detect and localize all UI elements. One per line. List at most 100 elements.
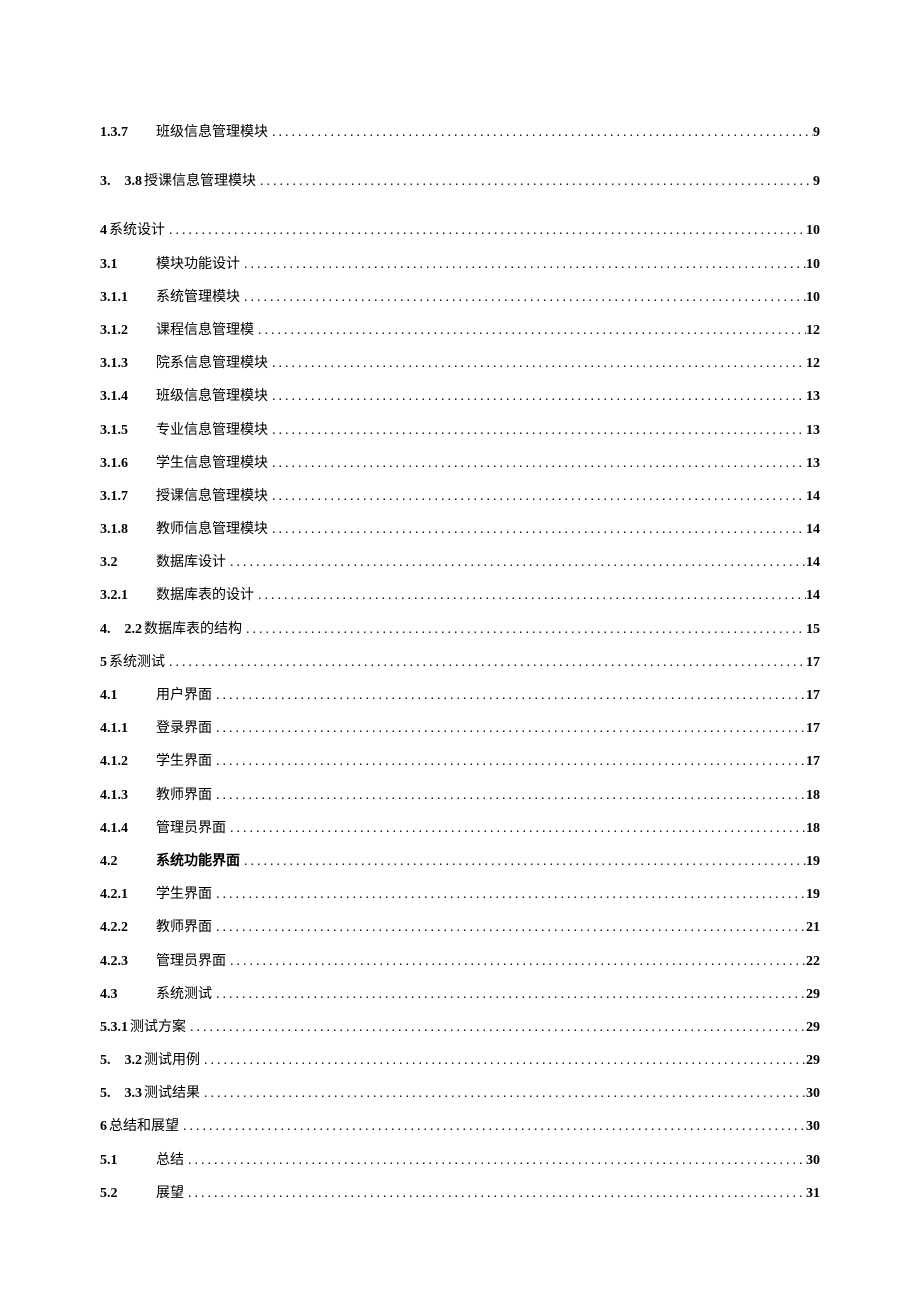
toc-entry-page: 22 <box>806 949 820 974</box>
toc-entry-number: 4.1.3 <box>100 783 148 808</box>
toc-entry[interactable]: 4.2.2教师界面 21 <box>100 915 820 940</box>
toc-entry[interactable]: 4.2.1学生界面19 <box>100 882 820 907</box>
toc-entry-title: 系统测试 <box>107 650 165 675</box>
toc-dots-leader <box>240 285 806 310</box>
toc-dots-leader <box>226 816 806 841</box>
toc-dots-leader <box>212 882 806 907</box>
toc-dots-leader <box>212 749 806 774</box>
toc-entry-page: 13 <box>806 418 820 443</box>
toc-entry-title: 学生界面 <box>148 882 212 907</box>
toc-entry[interactable]: 4系统设计10 <box>100 218 820 243</box>
toc-dots-leader <box>200 1081 806 1106</box>
toc-entry-title: 系统功能界面 <box>148 849 240 874</box>
toc-entry[interactable]: 3.1.4班级信息管理模块13 <box>100 384 820 409</box>
toc-entry[interactable]: 3.1.7授课信息管理模块14 <box>100 484 820 509</box>
toc-dots-leader <box>254 318 806 343</box>
toc-dots-leader <box>184 1181 806 1206</box>
toc-entry-page: 17 <box>806 650 820 675</box>
toc-entry[interactable]: 5. 3.2测试用例 29 <box>100 1048 820 1073</box>
toc-entry[interactable]: 3.1.8教师信息管理模块14 <box>100 517 820 542</box>
toc-entry-number: 3.2 <box>100 550 148 575</box>
toc-entry[interactable]: 3.1.2课程信息管理模12 <box>100 318 820 343</box>
toc-entry[interactable]: 4.2系统功能界面19 <box>100 849 820 874</box>
toc-entry[interactable]: 3.2数据库设计14 <box>100 550 820 575</box>
toc-dots-leader <box>212 783 806 808</box>
toc-entry-number: 4.2.2 <box>100 915 148 940</box>
toc-entry[interactable]: 3.1模块功能设计10 <box>100 252 820 277</box>
toc-entry[interactable]: 4.1.3教师界面18 <box>100 783 820 808</box>
toc-entry-title: 授课信息管理模块 <box>142 169 256 194</box>
toc-entry-page: 12 <box>806 318 820 343</box>
toc-entry-number: 3.1.6 <box>100 451 148 476</box>
toc-dots-leader <box>268 384 806 409</box>
toc-entry-title: 班级信息管理模块 <box>148 120 268 145</box>
toc-dots-leader <box>254 583 806 608</box>
toc-entry-number: 4.2 <box>100 849 148 874</box>
toc-dots-leader <box>212 683 806 708</box>
toc-entry-page: 14 <box>806 517 820 542</box>
toc-entry-title: 总结 <box>148 1148 184 1173</box>
toc-entry-page: 29 <box>806 1048 820 1073</box>
toc-entry-number: 6 <box>100 1114 107 1139</box>
toc-entry[interactable]: 4.1.1登录界面17 <box>100 716 820 741</box>
toc-entry-number: 3.1.5 <box>100 418 148 443</box>
toc-entry-number: 5. 3.2 <box>100 1048 142 1073</box>
toc-entry[interactable]: 4.1用户界面17 <box>100 683 820 708</box>
toc-dots-leader <box>179 1114 806 1139</box>
toc-entry-page: 10 <box>806 285 820 310</box>
toc-entry[interactable]: 4.1.2学生界面17 <box>100 749 820 774</box>
toc-entry-title: 展望 <box>148 1181 184 1206</box>
toc-entry-page: 15 <box>806 617 820 642</box>
toc-entry[interactable]: 5系统测试17 <box>100 650 820 675</box>
toc-entry-page: 10 <box>806 252 820 277</box>
toc-entry-title: 专业信息管理模块 <box>148 418 268 443</box>
toc-entry-title: 系统测试 <box>148 982 212 1007</box>
toc-entry[interactable]: 3.1.6学生信息管理模块13 <box>100 451 820 476</box>
toc-entry-page: 17 <box>806 683 820 708</box>
toc-entry[interactable]: 3.2.1数据库表的设计14 <box>100 583 820 608</box>
toc-entry[interactable]: 6总结和展望30 <box>100 1114 820 1139</box>
toc-entry[interactable]: 5.1总结30 <box>100 1148 820 1173</box>
toc-entry[interactable]: 4.2.3管理员界面22 <box>100 949 820 974</box>
toc-entry[interactable]: 4. 2.2数据库表的结构 15 <box>100 617 820 642</box>
toc-dots-leader <box>165 650 806 675</box>
toc-entry-number: 4 <box>100 218 107 243</box>
toc-entry[interactable]: 4.3系统测试29 <box>100 982 820 1007</box>
toc-dots-leader <box>240 849 806 874</box>
toc-entry[interactable]: 4.1.4管理员界面18 <box>100 816 820 841</box>
toc-entry[interactable]: 5.3.1测试方案29 <box>100 1015 820 1040</box>
toc-entry-page: 21 <box>806 915 820 940</box>
toc-entry-page: 9 <box>813 120 820 145</box>
toc-entry[interactable]: 5.2展望31 <box>100 1181 820 1206</box>
toc-entry-title: 教师界面 <box>148 915 212 940</box>
toc-entry-title: 数据库表的设计 <box>148 583 254 608</box>
toc-dots-leader <box>240 252 806 277</box>
toc-dots-leader <box>226 949 806 974</box>
toc-entry[interactable]: 3.1.5专业信息管理模块 13 <box>100 418 820 443</box>
toc-entry-title: 系统设计 <box>107 218 165 243</box>
toc-entry-number: 4. 2.2 <box>100 617 142 642</box>
toc-entry[interactable]: 3.1.1系统管理模块10 <box>100 285 820 310</box>
toc-entry-title: 教师信息管理模块 <box>148 517 268 542</box>
toc-entry-title: 数据库表的结构 <box>142 617 242 642</box>
toc-entry-number: 3.1.2 <box>100 318 148 343</box>
toc-entry-number: 3. 3.8 <box>100 169 142 194</box>
toc-entry-number: 5.3.1 <box>100 1015 128 1040</box>
toc-entry[interactable]: 3.1.3院系信息管理模块12 <box>100 351 820 376</box>
toc-entry-title: 教师界面 <box>148 783 212 808</box>
toc-entry-title: 授课信息管理模块 <box>148 484 268 509</box>
toc-entry-page: 30 <box>806 1148 820 1173</box>
table-of-contents: 1.3.7班级信息管理模块93. 3.8授课信息管理模块94系统设计103.1模… <box>100 120 820 1206</box>
toc-dots-leader <box>268 351 806 376</box>
toc-entry-page: 13 <box>806 451 820 476</box>
toc-dots-leader <box>212 716 806 741</box>
toc-entry[interactable]: 1.3.7班级信息管理模块9 <box>100 120 820 145</box>
toc-dots-leader <box>268 451 806 476</box>
toc-entry-title: 管理员界面 <box>148 949 226 974</box>
toc-dots-leader <box>268 517 806 542</box>
toc-entry[interactable]: 5. 3.3测试结果30 <box>100 1081 820 1106</box>
toc-entry-title: 系统管理模块 <box>148 285 240 310</box>
toc-entry-title: 测试用例 <box>142 1048 200 1073</box>
toc-entry[interactable]: 3. 3.8授课信息管理模块9 <box>100 169 820 194</box>
toc-entry-number: 4.1 <box>100 683 148 708</box>
